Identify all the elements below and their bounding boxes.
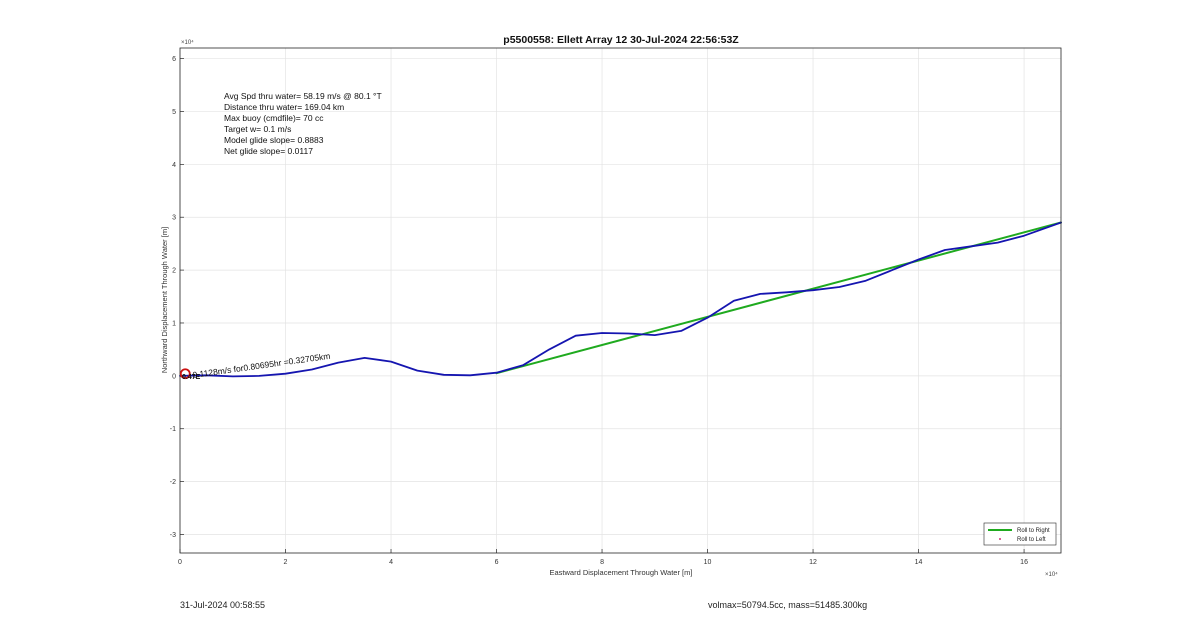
plot-frame: [179, 47, 1062, 554]
chart-title: p5500558: Ellett Array 12 30-Jul-2024 22…: [503, 34, 739, 46]
y-tick-label: 6: [172, 56, 176, 63]
x-tick-label: 8: [600, 559, 604, 566]
x-tick-label: 10: [704, 559, 712, 566]
stats-annotation: Avg Spd thru water= 58.19 m/s @ 80.1 °TD…: [224, 91, 382, 156]
start-marker-label: 0.47E: [182, 374, 201, 381]
footer-date: 31-Jul-2024 00:58:55: [180, 600, 266, 610]
grid: [179, 48, 1061, 553]
y-multiplier: ×10⁴: [181, 39, 194, 46]
x-tick-label: 0: [178, 559, 182, 566]
stats-line: Model glide slope= 0.8883: [224, 135, 324, 145]
stats-line: Distance thru water= 169.04 km: [224, 102, 344, 112]
x-multiplier: ×10⁴: [1045, 571, 1058, 578]
stats-line: Max buoy (cmdfile)= 70 cc: [224, 113, 324, 123]
x-axis-label: Eastward Displacement Through Water [m]: [550, 568, 693, 577]
x-tick-label: 6: [495, 559, 499, 566]
legend-box: [983, 522, 1057, 546]
x-tick-label: 4: [389, 559, 393, 566]
x-tick-label: 14: [915, 559, 923, 566]
stats-line: Net glide slope= 0.0117: [224, 146, 313, 156]
y-tick-label: 3: [172, 215, 176, 222]
y-tick-label: 2: [172, 268, 176, 275]
footer-volmass: volmax=50794.5cc, mass=51485.300kg: [708, 600, 868, 610]
x-tick-label: 2: [284, 559, 288, 566]
x-tick-label: 16: [1020, 559, 1028, 566]
legend-label-roll-right: Roll to Right: [1017, 528, 1050, 534]
y-tick-label: -1: [170, 426, 176, 433]
y-tick-label: -2: [170, 479, 176, 486]
series-layer: [179, 221, 1062, 378]
x-tick-label: 12: [809, 559, 817, 566]
y-tick-label: 0: [172, 373, 176, 380]
legend-swatch-roll-left: [999, 538, 1001, 540]
legend-label-roll-left: Roll to Left: [1017, 537, 1046, 543]
stats-line: Target w= 0.1 m/s: [224, 124, 291, 134]
y-axis-label: Northward Displacement Through Water [m]: [160, 227, 169, 373]
y-tick-label: 1: [172, 320, 176, 327]
legend: Roll to Right Roll to Left: [983, 522, 1057, 546]
start-marker: [179, 368, 191, 380]
y-tick-label: -3: [170, 532, 176, 539]
y-tick-label: 4: [172, 162, 176, 169]
series-track: [179, 221, 1062, 378]
y-tick-label: 5: [172, 109, 176, 116]
stats-line: Avg Spd thru water= 58.19 m/s @ 80.1 °T: [224, 91, 382, 101]
